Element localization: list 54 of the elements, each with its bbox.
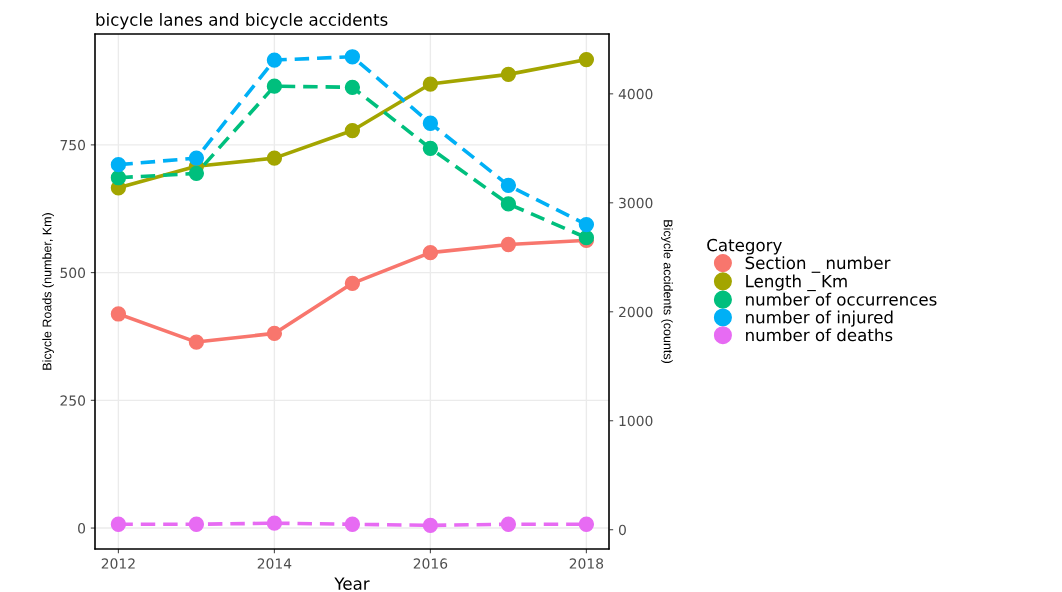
point	[266, 150, 283, 166]
point	[266, 325, 283, 342]
point	[266, 515, 283, 531]
point	[344, 49, 361, 65]
legend-label: number of deaths	[746, 328, 893, 342]
y-tick-label: 500	[60, 267, 86, 279]
point	[344, 79, 361, 95]
point	[422, 517, 439, 533]
legend-label: Length _ Km	[746, 274, 847, 292]
point	[266, 52, 283, 68]
legend-label: number of injured	[746, 310, 893, 327]
point	[188, 150, 205, 166]
legend-label: Section _ number	[745, 256, 891, 273]
x-tick-label: 2018	[569, 558, 604, 569]
chart-title: bicycle lanes and bicycle accidents	[96, 13, 388, 30]
point	[578, 216, 595, 233]
point	[188, 516, 205, 532]
point	[500, 196, 517, 212]
point	[110, 157, 127, 173]
point	[422, 115, 439, 131]
y-tick-label: 0	[78, 523, 86, 534]
legend-title: Category	[707, 238, 782, 255]
point	[344, 275, 361, 291]
point	[188, 334, 205, 350]
point	[422, 76, 439, 92]
point	[500, 177, 517, 194]
point	[422, 140, 439, 156]
point	[500, 66, 517, 83]
x-tick-label: 2012	[101, 558, 135, 569]
point	[578, 516, 595, 532]
point	[500, 236, 517, 253]
x-tick-label: 2016	[413, 558, 448, 569]
legend-label: number of occurrences	[746, 292, 937, 306]
y-tick-label: 750	[60, 139, 86, 151]
y2-tick-label: 4000	[618, 88, 653, 100]
y-axis-title: Bicycle Roads (number, Km)	[42, 213, 54, 370]
y2-tick-label: 0	[618, 524, 626, 536]
point	[344, 516, 361, 532]
y2-tick-label: 3000	[619, 197, 653, 209]
point	[422, 245, 439, 261]
y2-axis-title: Bicycle accidents (counts)	[661, 220, 673, 363]
point	[110, 170, 127, 186]
point	[110, 516, 127, 532]
point	[578, 51, 595, 68]
y2-tick-label: 1000	[619, 415, 653, 427]
y2-tick-label: 2000	[619, 306, 653, 318]
point	[344, 122, 361, 139]
point	[266, 78, 283, 94]
x-axis-title: Year	[334, 577, 370, 590]
x-tick-label: 2014	[257, 558, 292, 569]
point	[110, 306, 127, 322]
y-tick-label: 250	[60, 395, 86, 406]
point	[188, 165, 205, 182]
point	[500, 516, 517, 532]
